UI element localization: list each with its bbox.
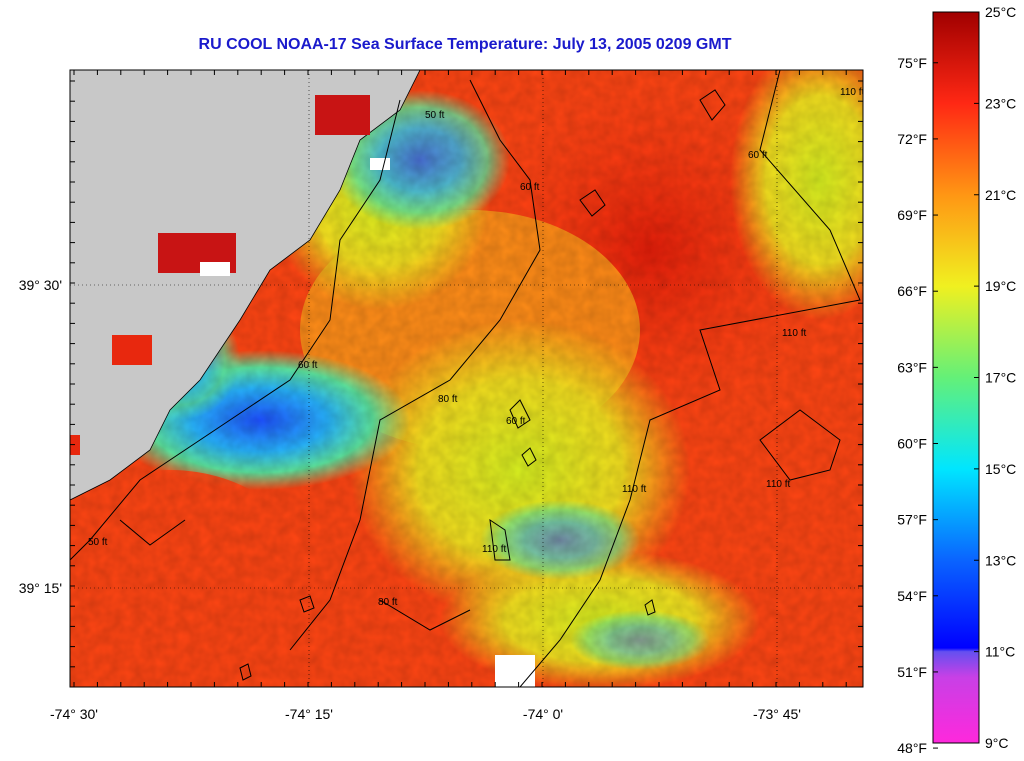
- sst-field: 50 ft 60 ft 60 ft 60 ft 50 ft 80 ft 60 f…: [70, 70, 864, 687]
- x-tick-label: -74° 0': [523, 706, 563, 722]
- colorbar-celsius-label: 13°C: [985, 552, 1016, 568]
- colorbar-fahrenheit-label: 54°F: [897, 588, 927, 604]
- plot-frame: [69, 69, 864, 688]
- x-tick-label: -74° 15': [285, 706, 333, 722]
- svg-text:80 ft: 80 ft: [438, 394, 458, 405]
- frame-ticks: [70, 70, 863, 687]
- svg-text:110 ft: 110 ft: [840, 87, 864, 98]
- svg-text:60 ft: 60 ft: [520, 182, 540, 193]
- graticule: [70, 70, 863, 687]
- colorbar-celsius-labels: 25°C 23°C 21°C 19°C 17°C 15°C 13°C 11°C 9°C: [985, 4, 1016, 751]
- svg-text:80 ft: 80 ft: [378, 597, 398, 608]
- colorbar-fahrenheit-label: 57°F: [897, 512, 927, 528]
- colorbar-fahrenheit-labels: 75°F 72°F 69°F 66°F 63°F 60°F 57°F 54°F 51°F 48°F: [897, 55, 927, 756]
- map-title: RU COOL NOAA-17 Sea Surface Temperature:…: [198, 36, 732, 53]
- colorbar-fahrenheit-label: 63°F: [897, 359, 927, 375]
- colorbar-fahrenheit-label: 75°F: [897, 55, 927, 71]
- colorbar-fahrenheit-label: 69°F: [897, 207, 927, 223]
- colorbar-gradient: [932, 11, 980, 744]
- colorbar-celsius-label: 23°C: [985, 95, 1016, 111]
- svg-text:50 ft: 50 ft: [88, 537, 108, 548]
- x-tick-label: -73° 45': [753, 706, 801, 722]
- colorbar-celsius-label: 11°C: [985, 644, 1015, 660]
- svg-text:60 ft: 60 ft: [298, 360, 318, 371]
- x-axis: -74° 30' -74° 15' -74° 0' -73° 45': [50, 706, 801, 722]
- y-tick-label: 39° 15': [19, 580, 62, 596]
- y-tick-label: 39° 30': [19, 277, 62, 293]
- svg-text:60 ft: 60 ft: [506, 416, 526, 427]
- colorbar-fahrenheit-label: 48°F: [897, 740, 927, 756]
- land-mass: [70, 70, 421, 501]
- contour-labels: 50 ft 60 ft 60 ft 60 ft 50 ft 80 ft 60 f…: [88, 87, 864, 608]
- colorbar-fahrenheit-label: 66°F: [897, 283, 927, 299]
- bathymetry-contours: [70, 70, 861, 687]
- colorbar-celsius-label: 19°C: [985, 278, 1016, 294]
- svg-text:110 ft: 110 ft: [482, 544, 506, 555]
- colorbar-celsius-label: 17°C: [985, 370, 1016, 386]
- colorbar-fahrenheit-label: 51°F: [897, 664, 927, 680]
- svg-text:110 ft: 110 ft: [622, 484, 646, 495]
- colorbar-celsius-label: 15°C: [985, 461, 1016, 477]
- colorbar-celsius-label: 25°C: [985, 4, 1016, 20]
- svg-text:60 ft: 60 ft: [748, 150, 768, 161]
- x-tick-label: -74° 30': [50, 706, 98, 722]
- svg-text:50 ft: 50 ft: [425, 110, 445, 121]
- svg-text:110 ft: 110 ft: [782, 328, 806, 339]
- colorbar-fahrenheit-label: 60°F: [897, 435, 927, 451]
- colorbar-celsius-label: 21°C: [985, 187, 1016, 203]
- colorbar-celsius-label: 9°C: [985, 735, 1009, 751]
- colorbar-fahrenheit-label: 72°F: [897, 131, 927, 147]
- y-axis: 39° 30' 39° 15': [19, 277, 62, 596]
- svg-text:110 ft: 110 ft: [766, 479, 790, 490]
